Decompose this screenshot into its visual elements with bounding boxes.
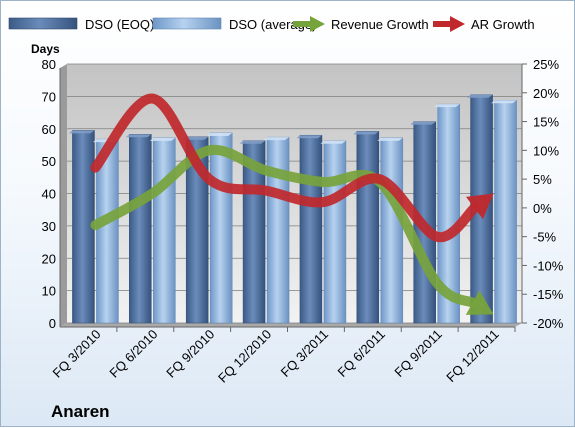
- bar-top-dso-eoq: [69, 130, 95, 133]
- y-left-tick-label: 70: [42, 89, 56, 104]
- y-left-tick-label: 50: [42, 154, 56, 169]
- bar-dso-average: [381, 138, 403, 323]
- bar-top-dso-average: [207, 133, 233, 136]
- bar-dso-average: [267, 137, 289, 323]
- bar-top-dso-average: [320, 141, 346, 144]
- legend-label-revenue-growth: Revenue Growth: [331, 17, 429, 32]
- y-right-tick-label: 15%: [533, 115, 559, 130]
- bar-top-dso-eoq: [126, 134, 152, 137]
- legend-arrow-ar-growth: [433, 16, 465, 32]
- y-right-tick-label: -20%: [533, 316, 564, 331]
- x-tick-label: FQ 6/2011: [335, 327, 388, 380]
- y-right-tick-label: 10%: [533, 143, 559, 158]
- y-left-tick-label: 20: [42, 251, 56, 266]
- legend-swatch-dso-average: [153, 18, 221, 29]
- bar-dso-average: [495, 100, 517, 323]
- y-right-tick-label: 5%: [533, 172, 552, 187]
- bar-dso-eoq: [357, 131, 379, 323]
- bar-dso-average: [153, 138, 175, 323]
- bar-top-dso-average: [434, 104, 460, 107]
- x-tick-label: FQ 12/2011: [443, 327, 501, 385]
- legend: DSO (EOQ) DSO (average) Revenue Growth A…: [9, 16, 535, 32]
- y-left-tick-label: 10: [42, 284, 56, 299]
- bar-top-dso-eoq: [467, 95, 493, 98]
- y-right-tick-label: 25%: [533, 57, 559, 72]
- bar-top-dso-average: [264, 137, 290, 140]
- plot-side-wall: [60, 64, 67, 327]
- y-left-tick-label: 40: [42, 187, 56, 202]
- plot-area: 0 10 20 30 40 50 60 70 80 -20% -15% -10% -5% 0% 5% 10% 1…: [42, 57, 564, 386]
- x-tick-label: FQ 3/2011: [278, 327, 331, 380]
- y-right-tick-label: -15%: [533, 287, 564, 302]
- bar-dso-average: [324, 141, 346, 323]
- bar-top-dso-eoq: [353, 131, 379, 134]
- company-label: Anaren: [51, 402, 110, 421]
- y-left-tick-label: 30: [42, 219, 56, 234]
- plot-floor: [60, 323, 522, 327]
- y-right-tick-label: -10%: [533, 258, 564, 273]
- legend-swatch-dso-eoq: [9, 18, 77, 29]
- bar-top-dso-average: [491, 100, 517, 103]
- y-right-tick-label: -5%: [533, 230, 557, 245]
- y-left-tick-label: 60: [42, 122, 56, 137]
- bar-top-dso-average: [377, 138, 403, 141]
- bar-top-dso-average: [150, 138, 176, 141]
- bar-dso-average: [210, 133, 232, 323]
- y-right-tick-label: 20%: [533, 86, 559, 101]
- y-right-tick-label: 0%: [533, 201, 552, 216]
- x-tick-label: FQ 6/2010: [106, 327, 160, 381]
- x-tick-label: FQ 9/2011: [391, 327, 444, 380]
- x-tick-label: FQ 9/2010: [163, 327, 217, 381]
- x-tick-label: FQ 12/2010: [215, 327, 274, 386]
- bar-dso-eoq: [300, 135, 322, 323]
- bar-top-dso-eoq: [240, 141, 266, 144]
- legend-label-ar-growth: AR Growth: [471, 17, 535, 32]
- y-axis-label: Days: [31, 42, 60, 56]
- bar-top-dso-eoq: [410, 122, 436, 125]
- y-left-tick-label: 80: [42, 57, 56, 72]
- bar-top-dso-eoq: [296, 135, 322, 138]
- bar-dso-eoq: [129, 134, 151, 323]
- x-tick-label: FQ 3/2010: [50, 327, 104, 381]
- legend-label-dso-eoq: DSO (EOQ): [85, 17, 154, 32]
- y-left-tick-label: 0: [49, 316, 56, 331]
